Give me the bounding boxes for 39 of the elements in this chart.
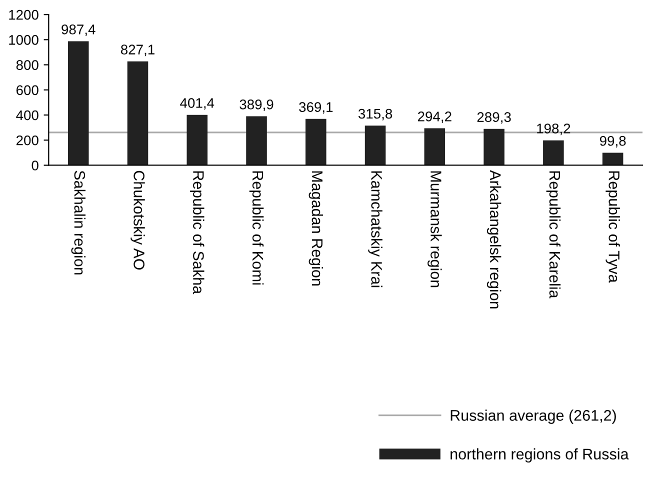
legend-label: Russian average (261,2) (450, 410, 616, 424)
data-label: 99,8 (600, 136, 626, 148)
data-label: 294,2 (418, 112, 452, 124)
bar (424, 128, 446, 166)
bar (306, 118, 326, 166)
y-tick-label: 1200 (9, 10, 38, 20)
x-tick-label: Magadan Region (308, 171, 324, 286)
bar (127, 61, 148, 166)
x-tick-label: Chukotskiy AO (130, 170, 145, 270)
x-tick-label: Sakhalin region (71, 170, 86, 274)
data-label: 827,1 (120, 44, 154, 56)
x-tick-label: Republic of Komi (249, 171, 264, 285)
data-label: 389,9 (240, 100, 274, 112)
x-tick-label: Republic of Karelia (546, 171, 561, 298)
x-tick-label: Arkahangelsk region (486, 170, 502, 308)
legend-label: northern regions of Russia (450, 448, 629, 463)
data-label: 369,1 (299, 102, 333, 114)
data-label: 987,4 (62, 24, 96, 36)
bar (246, 116, 267, 166)
y-tick-label: 400 (16, 110, 38, 120)
bar (543, 140, 564, 166)
bar (364, 126, 386, 166)
y-tick-label: 0 (32, 160, 38, 170)
x-tick-label: Murmansk region (428, 171, 442, 288)
bar (186, 114, 208, 166)
bar (484, 128, 504, 166)
y-tick-label: 800 (16, 60, 38, 70)
data-label: 289,3 (477, 112, 511, 124)
bar (602, 152, 624, 166)
x-tick-label: Republic of Tyva (606, 171, 620, 283)
y-tick-label: 600 (16, 85, 38, 96)
y-tick-label: 1000 (9, 35, 38, 45)
bar (68, 41, 89, 166)
data-label: 315,8 (358, 108, 392, 120)
x-tick-label: Kamchatskiy Krai (368, 171, 382, 288)
x-tick-label: Republic of Sakha (190, 171, 204, 294)
data-label: 198,2 (537, 124, 570, 136)
y-tick-label: 200 (16, 135, 38, 146)
data-label: 401,4 (180, 98, 214, 110)
